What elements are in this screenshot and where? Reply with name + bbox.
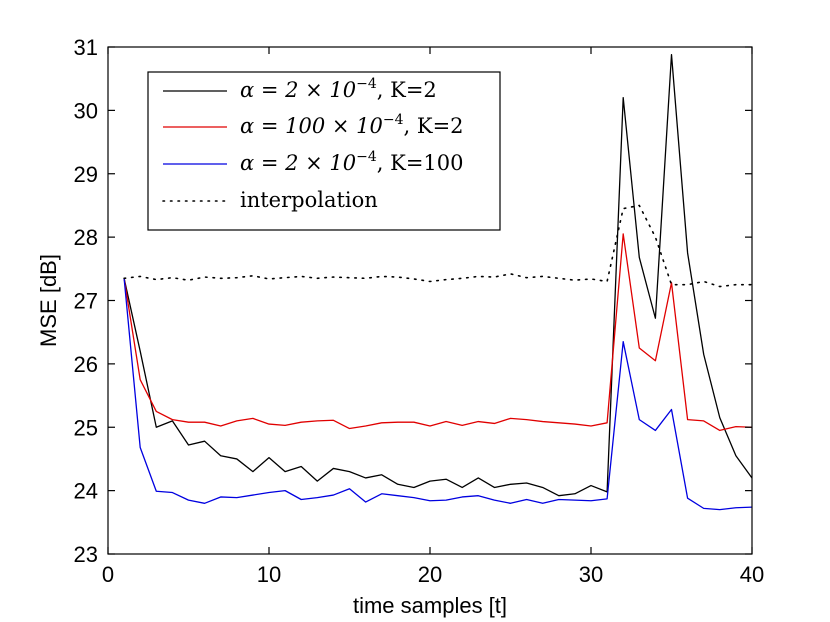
x-tick-label: 10 bbox=[257, 562, 281, 587]
series-group bbox=[123, 53, 753, 511]
y-tick-label: 23 bbox=[74, 542, 98, 567]
ticks-group: 0 10 20 30 40 23 24 25 26 27 28 29 30 31 bbox=[74, 35, 765, 587]
y-tick-label: 31 bbox=[74, 35, 98, 60]
y-tick-label: 28 bbox=[74, 225, 98, 250]
y-tick-label: 30 bbox=[74, 98, 98, 123]
series-line-1 bbox=[123, 53, 753, 497]
x-tick-label: 30 bbox=[579, 562, 603, 587]
legend-label: interpolation bbox=[240, 188, 378, 212]
legend: α = 2 × 10−4, K=2 α = 100 × 10−4, K=2 α = … bbox=[147, 71, 501, 231]
y-tick-label: 27 bbox=[74, 289, 98, 314]
series-line-interpolation bbox=[123, 204, 753, 288]
x-tick-label: 40 bbox=[740, 562, 764, 587]
legend-box bbox=[147, 71, 501, 231]
x-tick-label: 0 bbox=[102, 562, 114, 587]
series-line-3 bbox=[123, 278, 753, 511]
legend-label: α = 2 × 10−4, K=100 bbox=[240, 149, 464, 175]
y-tick-label: 25 bbox=[74, 415, 98, 440]
y-axis-label: MSE [dB] bbox=[36, 254, 61, 347]
series-line-2 bbox=[123, 233, 753, 432]
legend-label: α = 100 × 10−4, K=2 bbox=[240, 112, 464, 138]
y-tick-label: 26 bbox=[74, 352, 98, 377]
y-tick-label: 24 bbox=[74, 479, 98, 504]
legend-label: α = 2 × 10−4, K=2 bbox=[240, 76, 437, 102]
y-tick-label: 29 bbox=[74, 162, 98, 187]
x-tick-label: 20 bbox=[418, 562, 442, 587]
x-axis-label: time samples [t] bbox=[353, 593, 507, 618]
